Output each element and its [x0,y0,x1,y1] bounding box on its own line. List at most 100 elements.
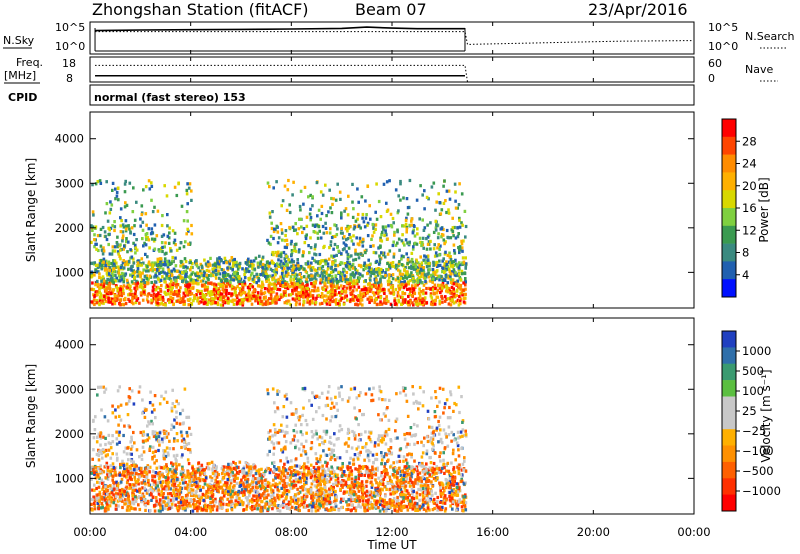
echo-cell [106,273,109,277]
echo-cell [125,227,128,231]
echo-cell [449,291,452,295]
echo-cell [144,504,147,508]
echo-cell [196,299,199,303]
echo-cell [300,294,303,298]
echo-cell [270,501,273,505]
echo-cell [412,245,415,249]
echo-cell [311,266,315,270]
echo-cell [435,254,439,258]
echo-cell [316,286,320,290]
echo-cell [101,225,105,230]
echo-cell [167,469,170,473]
echo-cell [358,464,361,468]
echo-cell [346,298,349,302]
echo-cell [124,229,128,233]
echo-cell [166,471,170,475]
echo-cell [108,268,112,272]
echo-cell [458,182,461,186]
echo-cell [454,236,458,240]
echo-cell [319,460,322,464]
echo-cell [187,275,191,279]
echo-cell [379,296,382,300]
echo-cell [291,438,295,442]
echo-cell [403,292,407,296]
echo-cell [111,274,115,278]
echo-cell [160,241,164,245]
echo-cell [207,263,210,267]
echo-cell [426,495,430,499]
nsky-tick-low: 10^0 [55,40,85,53]
echo-cell [274,286,277,290]
echo-cell [111,245,115,249]
echo-cell [394,188,398,192]
echo-cell [166,234,170,238]
echo-cell [179,259,183,264]
echo-cell [367,286,370,290]
echo-cell [410,468,414,472]
echo-cell [128,502,132,506]
echo-cell [462,300,466,304]
echo-cell [188,182,192,186]
echo-cell [331,293,335,297]
echo-cell [176,283,179,287]
echo-cell [311,284,315,288]
echo-cell [324,262,327,266]
echo-cell [166,289,170,293]
echo-cell [342,289,345,293]
echo-cell [128,181,132,185]
cpid-label: CPID [8,91,37,104]
echo-cell [108,252,112,256]
echo-cell [113,249,117,253]
echo-cell [395,263,398,267]
echo-cell [410,271,413,275]
echo-cell [309,246,313,250]
echo-cell [162,298,165,302]
echo-cell [319,486,322,491]
echo-cell [210,290,214,294]
echo-cell [458,299,462,303]
echo-cell [430,300,434,304]
echo-cell [289,473,292,478]
echo-cell [404,479,407,483]
echo-cell [296,487,299,491]
echo-cell [368,282,371,286]
echo-cell [296,258,299,262]
echo-cell [121,234,125,238]
echo-cell [143,274,147,278]
echo-cell [116,499,120,503]
echo-cell [430,425,434,429]
echo-cell [452,294,455,298]
echo-cell [190,223,193,228]
echo-cell [463,209,467,213]
echo-cell [107,300,110,304]
echo-cell [93,238,96,242]
echo-cell [131,264,134,268]
echo-cell [382,301,386,305]
echo-cell [371,291,375,295]
echo-cell [280,275,284,279]
echo-cell [251,285,255,289]
echo-cell [342,302,346,306]
echo-cell [318,506,321,510]
echo-cell [464,277,467,281]
echo-cell [172,241,176,245]
echo-cell [284,430,287,434]
echo-cell [134,281,137,285]
echo-cell [310,268,313,272]
echo-cell [210,281,213,285]
echo-cell [181,279,184,283]
echo-cell [417,296,421,301]
echo-cell [448,494,451,498]
echo-cell [166,213,169,217]
power-colorbar-segment [722,172,736,191]
echo-cell [437,232,440,236]
echo-cell [323,244,326,248]
echo-cell [331,262,334,266]
echo-cell [168,282,172,286]
echo-cell [369,267,373,271]
echo-cell [360,293,363,297]
echo-cell [422,496,426,500]
echo-cell [447,189,451,193]
echo-cell [320,472,323,476]
echo-cell [269,429,272,433]
